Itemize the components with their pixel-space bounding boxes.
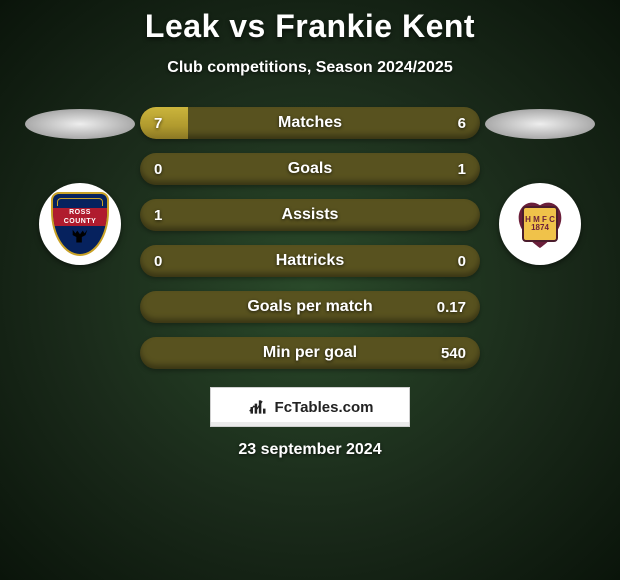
page-title: Leak vs Frankie Kent: [145, 8, 475, 45]
footer-date: 23 september 2024: [238, 441, 381, 459]
right-team-crest: H M F C 1874: [499, 183, 581, 265]
page-subtitle: Club competitions, Season 2024/2025: [167, 59, 452, 77]
comparison-area: ROSS COUNTY Matches76Goals01Assists1Hatt…: [0, 107, 620, 369]
stat-bar: Matches7 6: [140, 107, 480, 139]
left-player-silhouette: [25, 109, 135, 139]
right-player-column: H M F C 1874: [480, 107, 600, 265]
stat-bar: Goals per match0.17: [140, 291, 480, 323]
bar-value-right: 6: [458, 107, 466, 139]
bar-value-right: 540: [441, 337, 466, 369]
source-badge-text: FcTables.com: [275, 399, 374, 416]
hearts-crest: H M F C 1874: [508, 192, 572, 256]
right-player-silhouette: [485, 109, 595, 139]
stat-bar: Assists1: [140, 199, 480, 231]
bar-value-left: 1: [154, 199, 162, 231]
crest-year: 1874: [531, 224, 549, 232]
bar-value-right: 0: [458, 245, 466, 277]
bar-label: Assists: [140, 199, 480, 231]
bar-value-right: 0.17: [437, 291, 466, 323]
main-container: Leak vs Frankie Kent Club competitions, …: [0, 0, 620, 580]
bar-value-left: 0: [154, 245, 162, 277]
stat-bar: Min per goal540: [140, 337, 480, 369]
bar-label: Goals: [140, 153, 480, 185]
bar-label: Goals per match: [140, 291, 480, 323]
stat-bar: Hattricks0 0: [140, 245, 480, 277]
stat-bar: Goals0 1: [140, 153, 480, 185]
left-player-column: ROSS COUNTY: [20, 107, 140, 265]
bar-value-left: 7: [154, 107, 162, 139]
bar-label: Min per goal: [140, 337, 480, 369]
fctables-logo-icon: [247, 397, 269, 417]
crest-text-bottom: COUNTY: [64, 218, 97, 225]
bar-value-right: 1: [458, 153, 466, 185]
crest-text-top: ROSS: [69, 209, 91, 216]
ross-county-crest: ROSS COUNTY: [51, 192, 109, 256]
stat-bars: Matches76Goals01Assists1Hattricks00Goals…: [140, 107, 480, 369]
source-badge: FcTables.com: [210, 387, 410, 427]
bar-label: Matches: [140, 107, 480, 139]
bar-value-left: 0: [154, 153, 162, 185]
left-team-crest: ROSS COUNTY: [39, 183, 121, 265]
bar-label: Hattricks: [140, 245, 480, 277]
stag-icon: [67, 226, 93, 248]
